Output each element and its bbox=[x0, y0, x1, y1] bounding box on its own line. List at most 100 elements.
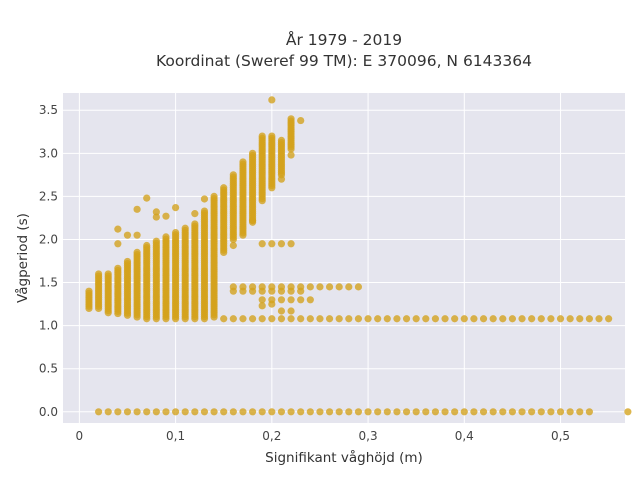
data-point bbox=[268, 240, 276, 248]
data-point bbox=[162, 212, 170, 220]
data-point bbox=[431, 408, 440, 416]
data-point bbox=[258, 296, 266, 304]
data-point bbox=[143, 194, 151, 202]
data-point bbox=[335, 408, 343, 416]
y-tick-label: 3.0 bbox=[39, 146, 58, 160]
data-point bbox=[431, 315, 440, 323]
data-point bbox=[566, 408, 574, 416]
data-point bbox=[152, 208, 160, 216]
data-point bbox=[528, 315, 536, 323]
data-point bbox=[191, 408, 199, 416]
data-point bbox=[152, 213, 160, 221]
data-point bbox=[114, 264, 122, 272]
data-point bbox=[325, 283, 334, 291]
data-point bbox=[171, 228, 180, 237]
x-tick-label: 0,4 bbox=[455, 429, 474, 443]
data-point bbox=[123, 257, 132, 266]
data-point bbox=[345, 315, 353, 323]
data-point bbox=[104, 270, 112, 278]
data-point bbox=[114, 240, 122, 248]
data-point bbox=[181, 408, 189, 416]
data-point bbox=[220, 184, 228, 192]
data-point bbox=[460, 315, 468, 323]
y-axis-label: Vågperiod (s) bbox=[14, 213, 31, 303]
data-point bbox=[200, 408, 209, 416]
data-point bbox=[220, 408, 228, 416]
data-point bbox=[200, 195, 209, 203]
data-point bbox=[316, 408, 324, 416]
data-point bbox=[95, 408, 103, 416]
data-point bbox=[297, 116, 305, 125]
data-point bbox=[306, 315, 314, 323]
data-point bbox=[258, 240, 266, 248]
data-point bbox=[123, 231, 132, 239]
data-point bbox=[239, 158, 247, 166]
data-point bbox=[489, 408, 497, 416]
data-point bbox=[171, 203, 180, 212]
data-point bbox=[402, 315, 411, 323]
data-point bbox=[595, 315, 603, 323]
data-point bbox=[258, 315, 266, 323]
data-point bbox=[605, 315, 613, 323]
data-point bbox=[325, 315, 334, 323]
data-point bbox=[518, 408, 526, 416]
data-point bbox=[585, 315, 593, 323]
data-point bbox=[576, 315, 584, 323]
data-point bbox=[239, 408, 247, 416]
data-point bbox=[114, 408, 122, 416]
data-point bbox=[441, 408, 449, 416]
data-point bbox=[268, 132, 276, 140]
data-point bbox=[354, 283, 363, 291]
x-tick-label: 0,2 bbox=[262, 429, 281, 443]
y-tick-label: 0.0 bbox=[39, 405, 58, 419]
data-point bbox=[412, 315, 420, 323]
data-point bbox=[470, 315, 478, 323]
data-point bbox=[210, 192, 218, 200]
data-point bbox=[277, 408, 286, 416]
data-point bbox=[297, 296, 305, 304]
data-point bbox=[508, 315, 517, 323]
data-point bbox=[268, 300, 276, 308]
data-point bbox=[277, 287, 286, 295]
y-tick-label: 1.0 bbox=[39, 319, 58, 333]
data-point bbox=[162, 233, 170, 241]
y-tick-label: 0.5 bbox=[39, 362, 58, 376]
data-point bbox=[402, 408, 411, 416]
data-point bbox=[345, 408, 353, 416]
data-point bbox=[210, 408, 218, 416]
data-point bbox=[556, 315, 565, 323]
data-point bbox=[287, 151, 295, 159]
data-point bbox=[316, 315, 324, 323]
data-point bbox=[518, 315, 526, 323]
data-point bbox=[268, 96, 276, 104]
data-point bbox=[345, 283, 353, 291]
data-point bbox=[229, 171, 237, 179]
data-point bbox=[374, 408, 382, 416]
data-point bbox=[248, 149, 257, 157]
data-point bbox=[479, 408, 488, 416]
data-point bbox=[258, 132, 266, 140]
x-tick-label: 0 bbox=[76, 429, 84, 443]
data-point bbox=[297, 408, 305, 416]
data-point bbox=[133, 205, 141, 213]
data-point bbox=[383, 315, 391, 323]
data-point bbox=[547, 408, 555, 416]
data-point bbox=[441, 315, 449, 323]
data-point bbox=[306, 408, 314, 416]
data-point bbox=[537, 315, 545, 323]
data-point bbox=[229, 241, 237, 250]
y-tick-labels: 0.0 0.5 1.0 1.5 2.0 2.5 3.0 3.5 bbox=[39, 103, 58, 419]
data-point bbox=[152, 408, 160, 416]
data-point bbox=[393, 408, 401, 416]
data-point bbox=[258, 408, 266, 416]
data-point bbox=[460, 408, 468, 416]
data-point bbox=[287, 315, 295, 323]
data-point bbox=[162, 408, 170, 416]
data-point bbox=[287, 296, 295, 304]
data-point bbox=[171, 408, 180, 416]
data-point bbox=[277, 175, 286, 183]
data-point bbox=[451, 315, 459, 323]
data-point bbox=[277, 307, 286, 315]
x-tick-labels: 0 0,1 0,2 0,3 0,4 0,5 bbox=[76, 429, 571, 443]
